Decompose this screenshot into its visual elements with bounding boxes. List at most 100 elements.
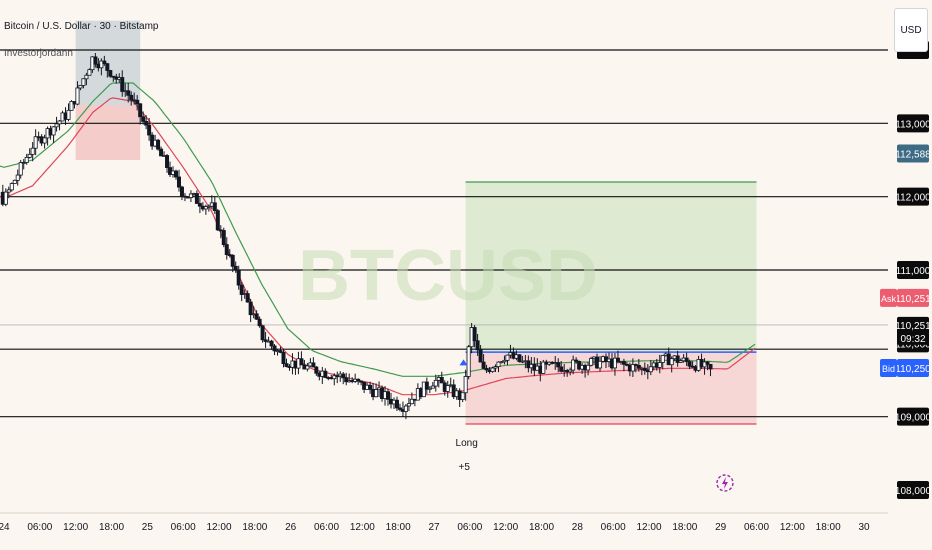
candle-body[interactable] xyxy=(272,345,277,352)
candle-body[interactable] xyxy=(478,349,483,363)
candle-body[interactable] xyxy=(105,63,110,71)
candle-body[interactable] xyxy=(299,358,304,366)
candle-body[interactable] xyxy=(481,361,486,369)
candle-body[interactable] xyxy=(78,85,83,89)
history-box-lower[interactable] xyxy=(75,105,141,160)
candle-body[interactable] xyxy=(374,389,379,398)
candle-body[interactable] xyxy=(675,355,680,363)
profit-zone[interactable] xyxy=(465,182,757,353)
candle-body[interactable] xyxy=(311,362,316,368)
price-tick-box[interactable] xyxy=(897,481,929,499)
price-axis[interactable]: 113,000112,000111,000110,000109,000108,0… xyxy=(880,41,932,499)
candle-body[interactable] xyxy=(224,244,229,256)
candle-body[interactable] xyxy=(206,205,211,208)
candle-body[interactable] xyxy=(460,392,465,400)
candle-body[interactable] xyxy=(87,69,92,76)
candle-body[interactable] xyxy=(496,361,501,367)
candle-body[interactable] xyxy=(466,346,471,377)
candle-body[interactable] xyxy=(156,139,161,150)
candle-body[interactable] xyxy=(57,120,62,125)
lightning-icon[interactable] xyxy=(716,474,734,492)
candle-body[interactable] xyxy=(147,124,152,136)
candle-body[interactable] xyxy=(356,378,361,382)
candle-body[interactable] xyxy=(108,70,113,77)
position-zones[interactable] xyxy=(75,20,757,425)
candle-body[interactable] xyxy=(615,357,620,363)
candle-body[interactable] xyxy=(269,340,274,347)
candle-body[interactable] xyxy=(621,361,626,365)
annotations[interactable]: Long +5 xyxy=(456,359,734,492)
candle-body[interactable] xyxy=(368,384,373,390)
candle-body[interactable] xyxy=(188,193,193,198)
candle-body[interactable] xyxy=(430,385,435,389)
candle-body[interactable] xyxy=(332,375,337,380)
price-tick-box[interactable] xyxy=(897,261,929,279)
candle-body[interactable] xyxy=(669,358,674,366)
candle-body[interactable] xyxy=(239,284,244,295)
candle-body[interactable] xyxy=(194,193,199,204)
candle-body[interactable] xyxy=(93,56,98,65)
candle-body[interactable] xyxy=(15,174,20,181)
candle-body[interactable] xyxy=(203,206,208,210)
candle-body[interactable] xyxy=(260,325,265,341)
candle-body[interactable] xyxy=(463,376,468,394)
candle-body[interactable] xyxy=(221,230,226,246)
candle-body[interactable] xyxy=(648,366,653,373)
candle-body[interactable] xyxy=(424,381,429,390)
candle-body[interactable] xyxy=(84,74,89,80)
candle-body[interactable] xyxy=(439,377,444,384)
candle-body[interactable] xyxy=(165,155,170,168)
candle-body[interactable] xyxy=(394,399,399,409)
candle-body[interactable] xyxy=(257,318,262,327)
marker-price-box[interactable] xyxy=(897,144,929,163)
candle-body[interactable] xyxy=(502,359,507,363)
candle-body[interactable] xyxy=(630,364,635,372)
candle-body[interactable] xyxy=(126,90,131,96)
price-tick-box[interactable] xyxy=(897,187,929,206)
candle-body[interactable] xyxy=(120,77,125,92)
candle-body[interactable] xyxy=(69,101,74,111)
candle-body[interactable] xyxy=(197,203,202,207)
candle-body[interactable] xyxy=(493,366,498,369)
candle-body[interactable] xyxy=(30,147,35,155)
ask-price-box[interactable] xyxy=(897,288,929,307)
candle-body[interactable] xyxy=(403,405,408,412)
ask-prefix-box[interactable] xyxy=(880,288,897,307)
candle-body[interactable] xyxy=(708,364,713,370)
bid-prefix-box[interactable] xyxy=(880,359,897,377)
candle-body[interactable] xyxy=(173,170,178,178)
candle-body[interactable] xyxy=(3,191,8,205)
candle-body[interactable] xyxy=(212,202,217,212)
candle-body[interactable] xyxy=(598,360,603,369)
last-price-box[interactable] xyxy=(897,316,929,345)
candle-body[interactable] xyxy=(386,391,391,400)
candle-body[interactable] xyxy=(642,367,647,371)
candle-body[interactable] xyxy=(323,370,328,378)
candle-body[interactable] xyxy=(397,407,402,410)
candle-body[interactable] xyxy=(490,367,495,373)
candle-body[interactable] xyxy=(586,364,591,371)
price-tick-box[interactable] xyxy=(897,114,929,133)
candle-body[interactable] xyxy=(6,189,11,193)
candle-body[interactable] xyxy=(54,123,59,128)
candle-body[interactable] xyxy=(409,398,414,405)
candle-body[interactable] xyxy=(445,385,450,392)
indicator-label[interactable]: Investorjordann xyxy=(4,48,73,59)
candle-body[interactable] xyxy=(233,265,238,271)
candle-body[interactable] xyxy=(559,366,564,372)
bid-price-box[interactable] xyxy=(897,359,929,377)
candle-body[interactable] xyxy=(305,365,310,370)
history-box-upper[interactable] xyxy=(75,20,141,106)
candle-body[interactable] xyxy=(254,313,259,320)
candle-body[interactable] xyxy=(21,162,26,164)
candle-body[interactable] xyxy=(475,340,480,351)
candle-body[interactable] xyxy=(176,176,181,188)
candle-body[interactable] xyxy=(141,116,146,122)
candle-body[interactable] xyxy=(657,362,662,368)
candle-body[interactable] xyxy=(245,293,250,303)
candle-body[interactable] xyxy=(406,403,411,407)
candle-body[interactable] xyxy=(138,103,143,118)
candle-body[interactable] xyxy=(284,363,289,367)
candle-body[interactable] xyxy=(281,352,286,365)
